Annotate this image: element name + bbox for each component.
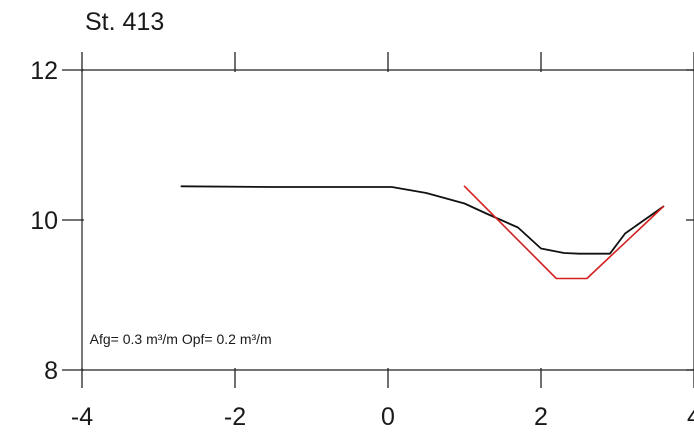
x-tick-label-4: 4: [687, 403, 694, 431]
volume-annotation: Afg= 0.3 m³/m Opf= 0.2 m³/m: [90, 331, 272, 347]
x-tick-label-0: -4: [71, 403, 93, 431]
y-tick-label-0: 8: [44, 357, 58, 385]
x-tick-label-1: -2: [224, 403, 246, 431]
axis-ticks: [62, 52, 694, 388]
y-tick-label-1: 10: [30, 207, 58, 235]
axis-tick-labels: -4 -2 0 2 4 8 10 12: [30, 57, 694, 431]
y-tick-label-2: 12: [30, 57, 58, 85]
x-tick-label-2: 0: [381, 403, 395, 431]
x-tick-label-3: 2: [534, 403, 548, 431]
series-line-1: [463, 185, 665, 280]
plot-frame: [81, 69, 694, 371]
series-line-0: [180, 185, 665, 255]
series-group: [180, 185, 665, 280]
chart-title: St. 413: [85, 8, 164, 36]
